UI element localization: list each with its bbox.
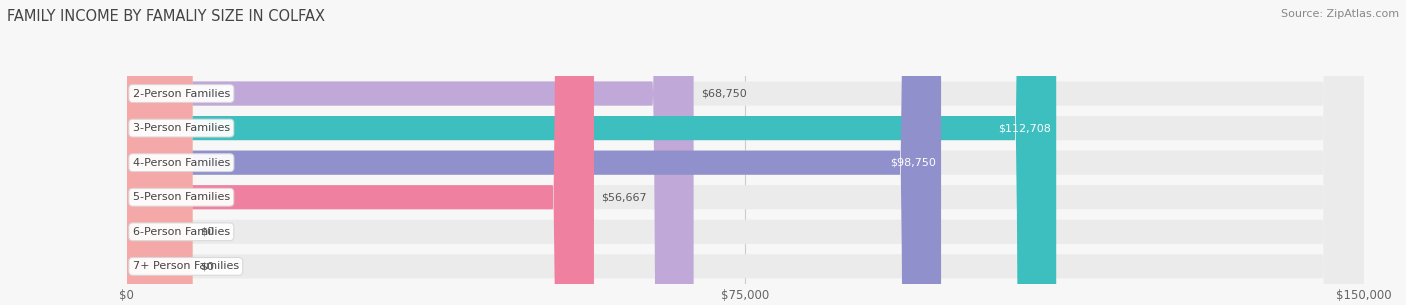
Text: 4-Person Families: 4-Person Families [132,158,231,168]
Text: $68,750: $68,750 [702,88,747,99]
FancyBboxPatch shape [127,0,1364,305]
FancyBboxPatch shape [127,0,1364,305]
FancyBboxPatch shape [127,0,693,305]
FancyBboxPatch shape [127,0,193,305]
Text: 5-Person Families: 5-Person Families [132,192,229,202]
Text: $0: $0 [200,261,214,271]
FancyBboxPatch shape [127,0,1364,305]
Text: $0: $0 [200,227,214,237]
Text: 6-Person Families: 6-Person Families [132,227,229,237]
Text: 2-Person Families: 2-Person Families [132,88,231,99]
Text: $56,667: $56,667 [602,192,647,202]
Text: $98,750: $98,750 [890,158,936,168]
FancyBboxPatch shape [127,0,593,305]
FancyBboxPatch shape [127,0,1056,305]
Text: FAMILY INCOME BY FAMALIY SIZE IN COLFAX: FAMILY INCOME BY FAMALIY SIZE IN COLFAX [7,9,325,24]
Text: 3-Person Families: 3-Person Families [132,123,229,133]
Text: $112,708: $112,708 [998,123,1052,133]
Text: Source: ZipAtlas.com: Source: ZipAtlas.com [1281,9,1399,19]
FancyBboxPatch shape [127,0,193,305]
Text: 7+ Person Families: 7+ Person Families [132,261,239,271]
FancyBboxPatch shape [127,0,941,305]
FancyBboxPatch shape [127,0,1364,305]
FancyBboxPatch shape [127,0,1364,305]
FancyBboxPatch shape [127,0,1364,305]
